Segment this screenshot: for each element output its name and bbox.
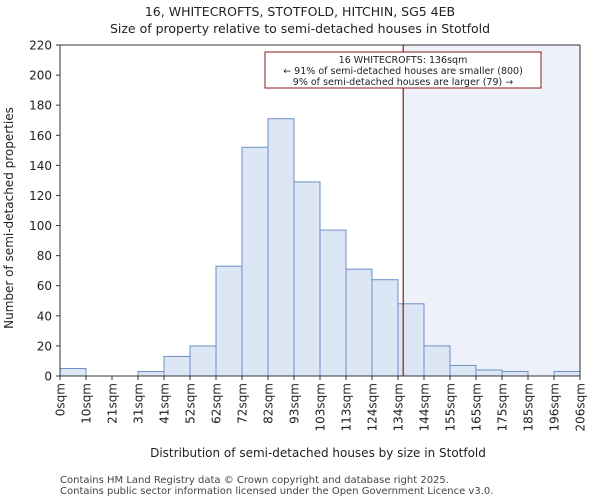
- x-tick-label: 21sqm: [106, 383, 120, 424]
- x-tick-label: 144sqm: [418, 383, 432, 431]
- x-tick-label: 52sqm: [184, 383, 198, 424]
- larger-region-highlight: [403, 45, 580, 376]
- y-tick-label: 200: [29, 69, 52, 83]
- histogram-bar: [449, 364, 477, 377]
- x-tick-label: 10sqm: [80, 383, 94, 424]
- x-axis-label: Distribution of semi-detached houses by …: [150, 446, 486, 460]
- y-axis-label: Number of semi-detached properties: [2, 107, 16, 329]
- x-tick-label: 175sqm: [496, 383, 510, 431]
- y-tick-label: 180: [29, 99, 52, 113]
- x-tick-label: 206sqm: [574, 383, 588, 431]
- y-tick-label: 40: [37, 309, 52, 323]
- x-tick-label: 185sqm: [522, 383, 536, 431]
- x-tick-label: 31sqm: [132, 383, 146, 424]
- histogram-bar: [59, 367, 87, 377]
- x-tick-label: 165sqm: [470, 383, 484, 431]
- x-tick-label: 72sqm: [236, 383, 250, 424]
- histogram-bar: [423, 345, 451, 377]
- chart-subtitle: Size of property relative to semi-detach…: [109, 21, 491, 36]
- histogram-bar: [397, 303, 425, 377]
- annotation-line-2: ← 91% of semi-detached houses are smalle…: [283, 66, 523, 77]
- histogram-bar: [553, 370, 581, 377]
- histogram-bar: [189, 345, 217, 377]
- annotation-line-3: 9% of semi-detached houses are larger (7…: [293, 77, 513, 88]
- x-tick-label: 155sqm: [444, 383, 458, 431]
- y-tick-label: 0: [44, 370, 52, 384]
- y-tick-label: 120: [29, 189, 52, 203]
- y-tick-label: 80: [37, 249, 52, 263]
- x-tick-label: 124sqm: [366, 383, 380, 431]
- x-tick-label: 93sqm: [288, 383, 302, 424]
- histogram-bar: [319, 229, 347, 377]
- footer-line-2: Contains public sector information licen…: [60, 486, 494, 497]
- y-tick-label: 140: [29, 159, 52, 173]
- x-tick-label: 134sqm: [392, 383, 406, 431]
- histogram-bar: [267, 118, 295, 377]
- histogram-bar: [371, 279, 399, 377]
- x-tick-label: 0sqm: [54, 383, 68, 416]
- histogram-bar: [293, 181, 321, 377]
- histogram-bar: [241, 146, 269, 377]
- x-tick-label: 62sqm: [210, 383, 224, 424]
- y-tick-label: 20: [37, 339, 52, 353]
- x-tick-label: 196sqm: [548, 383, 562, 431]
- annotation-line-1: 16 WHITECROFTS: 136sqm: [339, 55, 468, 66]
- histogram-bar: [501, 370, 529, 377]
- annotation-box: [264, 51, 542, 89]
- x-tick-label: 82sqm: [262, 383, 276, 424]
- histogram-bar: [475, 369, 503, 377]
- histogram-bar: [137, 370, 165, 377]
- footer-line-1: Contains HM Land Registry data © Crown c…: [60, 475, 449, 486]
- histogram-bar: [215, 265, 243, 377]
- y-tick-label: 60: [37, 279, 52, 293]
- chart-title: 16, WHITECROFTS, STOTFOLD, HITCHIN, SG5 …: [144, 4, 456, 19]
- x-tick-label: 113sqm: [340, 383, 354, 431]
- x-tick-label: 103sqm: [314, 383, 328, 431]
- histogram-bar: [163, 355, 191, 377]
- x-tick-label: 41sqm: [158, 383, 172, 424]
- histogram-bar: [345, 268, 373, 377]
- y-tick-label: 160: [29, 129, 52, 143]
- y-tick-label: 100: [29, 219, 52, 233]
- y-tick-label: 220: [29, 39, 52, 53]
